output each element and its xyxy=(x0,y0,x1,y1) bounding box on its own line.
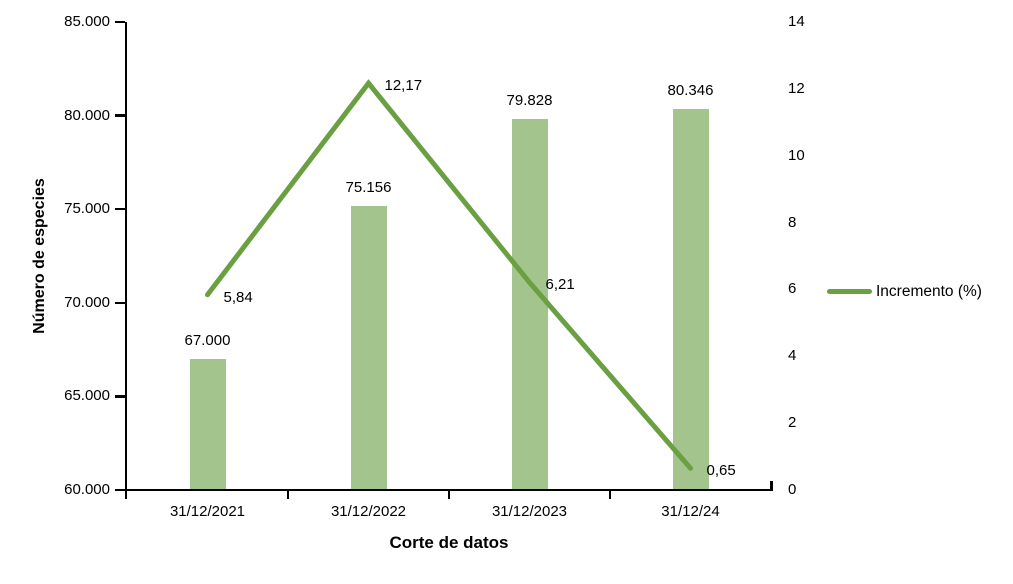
left-y-tick-label: 60.000 xyxy=(64,481,110,498)
left-y-tick-mark xyxy=(114,207,125,211)
right-y-tick-label: 12 xyxy=(788,79,805,97)
left-y-tick-mark xyxy=(114,114,125,117)
legend-label: Incremento (%) xyxy=(876,283,982,300)
right-y-tick-label: 2 xyxy=(788,414,797,432)
x-tick-mark xyxy=(286,491,290,499)
left-y-tick-mark xyxy=(114,395,125,398)
left-y-tick-mark xyxy=(114,488,125,492)
right-axis-end-tick xyxy=(770,481,773,489)
x-tick-label: 31/12/2022 xyxy=(330,503,407,520)
legend: Incremento (%) xyxy=(827,283,982,300)
increment-line-series xyxy=(205,79,693,471)
bar-31/12/2022 xyxy=(350,206,387,489)
left-y-tick-label: 85.000 xyxy=(64,13,110,30)
right-y-tick-label: 0 xyxy=(788,481,797,498)
x-axis-title: Corte de datos xyxy=(389,533,509,552)
left-y-tick-mark xyxy=(114,301,125,305)
bar-value-label: 75.156 xyxy=(345,179,392,197)
left-y-axis-line xyxy=(124,22,127,499)
x-tick-label: 31/12/2023 xyxy=(491,503,568,520)
line-value-label: 6,21 xyxy=(545,276,575,294)
left-y-tick-label: 75.000 xyxy=(64,200,110,218)
right-y-tick-label: 4 xyxy=(788,347,797,365)
left-y-tick-label: 65.000 xyxy=(64,387,110,405)
left-y-tick-mark xyxy=(114,20,125,24)
bar-31/12/24 xyxy=(672,109,709,489)
bar-31/12/2021 xyxy=(189,358,226,489)
right-y-tick-label: 6 xyxy=(788,280,797,298)
x-tick-label: 31/12/24 xyxy=(661,503,720,520)
bar-31/12/2023 xyxy=(511,118,548,489)
right-y-tick-label: 10 xyxy=(788,146,805,164)
line-value-label: 12,17 xyxy=(384,77,423,95)
left-y-tick-label: 80.000 xyxy=(64,106,110,124)
line-value-label: 5,84 xyxy=(223,288,253,306)
line-value-label: 0,65 xyxy=(706,462,736,480)
x-axis-line xyxy=(124,488,773,491)
x-tick-mark xyxy=(447,491,451,499)
x-tick-mark xyxy=(608,491,612,499)
increment-line xyxy=(205,79,693,471)
bar-value-label: 79.828 xyxy=(506,91,553,109)
legend-line-marker xyxy=(827,289,872,294)
x-tick-label: 31/12/2021 xyxy=(169,503,246,520)
bar-value-label: 80.346 xyxy=(667,82,714,100)
right-y-tick-label: 8 xyxy=(788,213,797,231)
left-y-tick-label: 70.000 xyxy=(64,293,110,311)
bar-value-label: 67.000 xyxy=(184,331,231,349)
right-y-tick-label: 14 xyxy=(788,13,805,30)
